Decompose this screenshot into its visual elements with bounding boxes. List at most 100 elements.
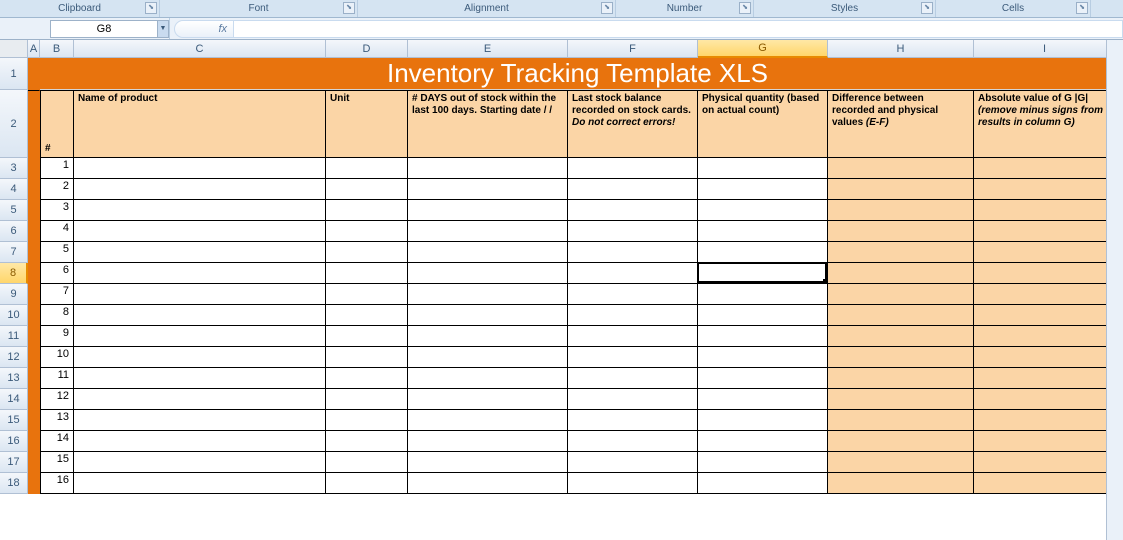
row-header-10[interactable]: 10 [0, 305, 28, 326]
row-header-14[interactable]: 14 [0, 389, 28, 410]
cell[interactable] [568, 242, 698, 263]
cell[interactable] [326, 410, 408, 431]
cell[interactable] [974, 431, 1116, 452]
cell[interactable] [28, 431, 40, 452]
cell[interactable] [974, 263, 1116, 284]
cell[interactable] [28, 410, 40, 431]
cell[interactable]: 9 [40, 326, 74, 347]
name-box[interactable] [50, 20, 158, 38]
cell[interactable] [326, 263, 408, 284]
cell[interactable] [568, 221, 698, 242]
cell[interactable] [408, 284, 568, 305]
cell[interactable] [74, 179, 326, 200]
cell[interactable]: 2 [40, 179, 74, 200]
cell[interactable] [28, 263, 40, 284]
cell[interactable] [698, 347, 828, 368]
cell[interactable]: 8 [40, 305, 74, 326]
cell[interactable] [568, 410, 698, 431]
cell[interactable] [828, 473, 974, 494]
cell[interactable] [974, 452, 1116, 473]
row-header-6[interactable]: 6 [0, 221, 28, 242]
cell[interactable] [568, 452, 698, 473]
insert-function-button[interactable]: fx [174, 20, 234, 38]
cell[interactable] [408, 305, 568, 326]
cell[interactable] [28, 368, 40, 389]
cell[interactable] [828, 263, 974, 284]
column-header-A[interactable]: A [28, 40, 40, 58]
row-header-15[interactable]: 15 [0, 410, 28, 431]
cell[interactable] [698, 179, 828, 200]
cell[interactable] [74, 410, 326, 431]
cell[interactable] [28, 326, 40, 347]
cell[interactable] [326, 368, 408, 389]
dialog-launcher-icon[interactable]: ⬊ [739, 2, 751, 14]
row-header-17[interactable]: 17 [0, 452, 28, 473]
cell[interactable] [568, 473, 698, 494]
cell[interactable] [974, 200, 1116, 221]
cell[interactable] [974, 368, 1116, 389]
cell[interactable] [408, 389, 568, 410]
cell[interactable] [408, 452, 568, 473]
cell[interactable] [326, 242, 408, 263]
cell[interactable] [568, 158, 698, 179]
cell[interactable] [28, 221, 40, 242]
cell[interactable] [408, 200, 568, 221]
cell[interactable]: Physical quantity (based on actual count… [698, 90, 828, 158]
cell[interactable] [74, 263, 326, 284]
cell[interactable] [74, 158, 326, 179]
cell[interactable] [408, 221, 568, 242]
cell[interactable] [28, 158, 40, 179]
cell[interactable] [326, 389, 408, 410]
row-header-9[interactable]: 9 [0, 284, 28, 305]
cell[interactable] [568, 431, 698, 452]
cell[interactable] [326, 284, 408, 305]
cell[interactable]: 10 [40, 347, 74, 368]
dialog-launcher-icon[interactable]: ⬊ [921, 2, 933, 14]
row-header-3[interactable]: 3 [0, 158, 28, 179]
cell[interactable] [408, 410, 568, 431]
cell[interactable] [828, 242, 974, 263]
cell[interactable] [828, 200, 974, 221]
cell[interactable] [698, 200, 828, 221]
cell[interactable] [698, 221, 828, 242]
cell[interactable] [698, 326, 828, 347]
cell[interactable] [326, 200, 408, 221]
name-box-dropdown[interactable]: ▼ [158, 20, 169, 38]
cell[interactable]: 12 [40, 389, 74, 410]
column-header-D[interactable]: D [326, 40, 408, 58]
cell[interactable] [828, 389, 974, 410]
vertical-scrollbar[interactable] [1106, 40, 1123, 540]
cell[interactable] [568, 200, 698, 221]
cell[interactable] [698, 284, 828, 305]
cell[interactable] [698, 410, 828, 431]
cell[interactable] [974, 242, 1116, 263]
cell[interactable] [408, 242, 568, 263]
cell[interactable] [408, 431, 568, 452]
cell[interactable] [28, 389, 40, 410]
cell[interactable] [698, 368, 828, 389]
cell[interactable]: 1 [40, 158, 74, 179]
row-header-2[interactable]: 2 [0, 90, 28, 158]
cell[interactable] [568, 263, 698, 284]
row-header-16[interactable]: 16 [0, 431, 28, 452]
row-header-7[interactable]: 7 [0, 242, 28, 263]
cell[interactable]: 7 [40, 284, 74, 305]
dialog-launcher-icon[interactable]: ⬊ [601, 2, 613, 14]
row-header-13[interactable]: 13 [0, 368, 28, 389]
cell[interactable]: # DAYS out of stock within the last 100 … [408, 90, 568, 158]
column-header-H[interactable]: H [828, 40, 974, 58]
cell[interactable] [698, 431, 828, 452]
sheet-title[interactable]: Inventory Tracking Template XLS [40, 58, 1116, 90]
cell[interactable] [74, 326, 326, 347]
row-header-12[interactable]: 12 [0, 347, 28, 368]
dialog-launcher-icon[interactable]: ⬊ [1076, 2, 1088, 14]
cell[interactable] [698, 473, 828, 494]
cell[interactable]: # [40, 90, 74, 158]
cell[interactable] [974, 179, 1116, 200]
cell[interactable] [974, 305, 1116, 326]
cell[interactable]: 11 [40, 368, 74, 389]
cell[interactable] [28, 305, 40, 326]
column-header-B[interactable]: B [40, 40, 74, 58]
cell[interactable]: 6 [40, 263, 74, 284]
cell[interactable] [326, 158, 408, 179]
